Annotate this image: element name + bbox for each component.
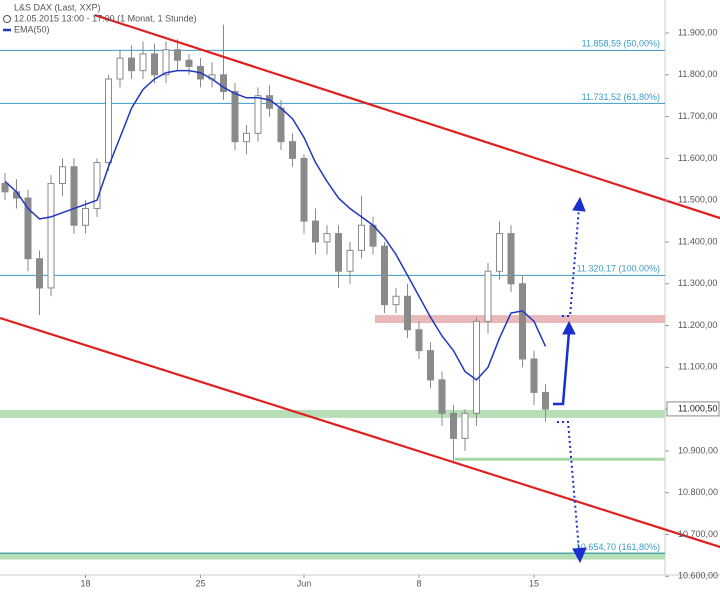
candle-body <box>162 49 170 76</box>
fib-label: 11.731,52 (61,80%) <box>582 92 660 102</box>
candle-body <box>139 53 147 72</box>
arrow-line <box>557 421 580 551</box>
x-tick-label: 25 <box>195 578 205 588</box>
ema-line <box>4 69 547 381</box>
candle-body <box>116 57 124 80</box>
trend-line <box>0 316 720 549</box>
candle-body <box>404 295 411 331</box>
arrow-head <box>572 547 587 564</box>
candle-body <box>254 95 262 134</box>
y-tick-label: 11.200,00 <box>678 320 717 330</box>
candle-body <box>128 57 135 72</box>
candle-body <box>47 182 55 289</box>
zone <box>0 552 665 560</box>
candle-body <box>392 295 400 306</box>
y-tick-label: 11.500,00 <box>678 195 717 205</box>
candle-body <box>93 162 101 210</box>
candle-body <box>231 91 239 143</box>
candle-body <box>289 141 296 159</box>
fib-label: 11.858,59 (50,00%) <box>582 39 660 49</box>
candle-body <box>415 329 423 352</box>
clock-icon <box>3 15 11 23</box>
y-tick-label: 10.800,00 <box>678 487 718 497</box>
candle-body <box>542 391 549 410</box>
arrow-line <box>553 331 571 406</box>
fib-label: 11.320,17 (100,00%) <box>577 264 660 274</box>
candle-body <box>59 166 66 184</box>
y-tick-label: 10.700,00 <box>678 529 718 539</box>
header: L&S DAX (Last, XXP) 12.05.2015 13:00 - 1… <box>0 0 197 38</box>
y-tick-label: 11.400,00 <box>678 236 717 246</box>
candle-body <box>461 412 469 439</box>
trend-line <box>94 13 720 220</box>
candle-body <box>105 78 112 164</box>
zone <box>0 409 665 418</box>
candle-body <box>82 208 89 226</box>
y-tick-label: 10.600,00 <box>678 571 718 581</box>
candle-body <box>381 245 388 306</box>
candle-body <box>530 358 538 393</box>
candle-body <box>484 270 492 322</box>
candle-body <box>312 220 319 243</box>
y-tick-label: 11.300,00 <box>678 278 717 288</box>
arrow-head <box>572 196 586 212</box>
candle-body <box>496 233 503 272</box>
arrow-head <box>562 320 576 335</box>
candle-body <box>174 49 181 61</box>
candle-body <box>519 283 526 360</box>
y-tick-label: 11.700,00 <box>678 111 717 121</box>
candle-body <box>300 157 308 222</box>
x-tick-label: Jun <box>297 578 312 588</box>
arrows <box>553 196 587 564</box>
candle-body <box>323 233 331 243</box>
candle-body <box>358 224 365 251</box>
candle-body <box>1 182 9 193</box>
candle-body <box>473 320 480 414</box>
x-tick-label: 8 <box>416 578 421 588</box>
candle-body <box>36 258 43 289</box>
candle-body <box>220 74 227 93</box>
title: L&S DAX (Last, XXP) <box>14 2 101 12</box>
header-bg <box>0 0 72 38</box>
x-tick-label: 18 <box>80 578 90 588</box>
fib-label: 10.654,70 (161,80%) <box>576 542 660 552</box>
candle-body <box>335 233 342 272</box>
candle-body <box>277 107 285 143</box>
y-tick-label: 10.900,00 <box>678 445 718 455</box>
arrow-line <box>562 207 580 317</box>
candle-body <box>450 412 457 439</box>
candle-body <box>185 59 193 67</box>
legend-label: EMA(50) <box>14 24 50 34</box>
candle-body <box>24 197 32 260</box>
y-tick-label: 11.100,00 <box>678 362 717 372</box>
y-tick-label: 11.800,00 <box>678 69 717 79</box>
last-price-box <box>666 401 720 417</box>
candle-body <box>243 132 250 143</box>
candle-body <box>346 249 354 272</box>
candle-body <box>438 379 446 414</box>
x-tick-label: 15 <box>529 578 539 588</box>
candle-body <box>70 166 78 226</box>
candle-body <box>507 233 515 285</box>
y-tick-label: 11.600,00 <box>678 153 717 163</box>
y-tick-label: 11.900,00 <box>678 27 717 37</box>
last-price-label: 11.000,50 <box>678 403 717 413</box>
candle-body <box>427 350 434 381</box>
candle-body <box>151 53 158 76</box>
subtitle: 12.05.2015 13:00 - 17:00 (1 Monat, 1 Stu… <box>14 13 197 23</box>
plot-area: 11.858,59 (50,00%) 11.731,52 (61,80%) 11.3… <box>0 13 720 560</box>
